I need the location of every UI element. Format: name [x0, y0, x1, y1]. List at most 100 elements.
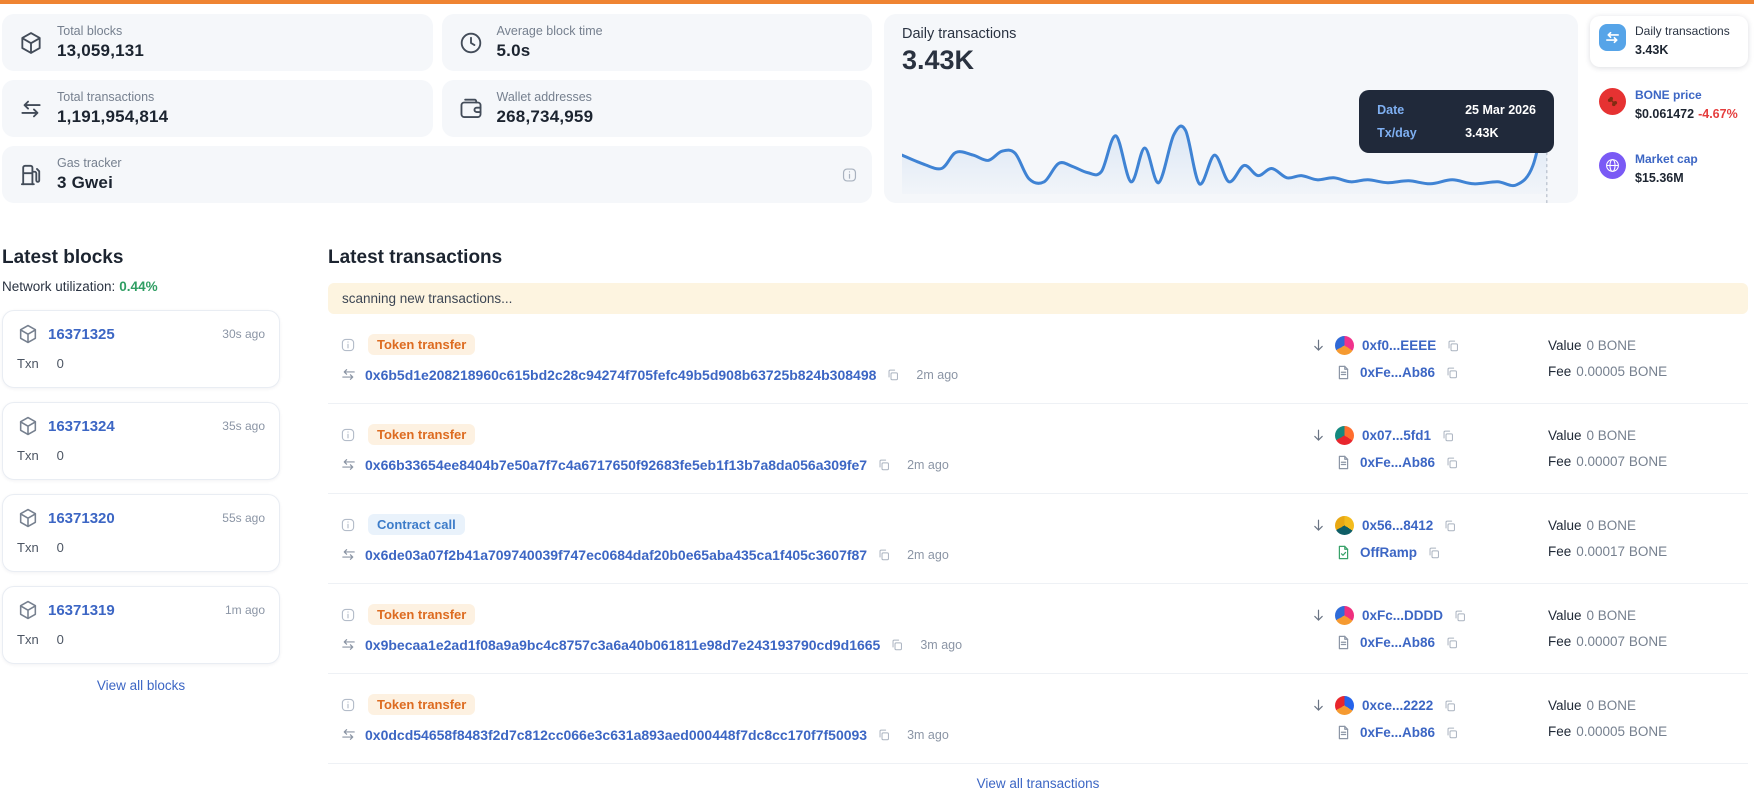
block-txn-count: 0 [56, 632, 64, 647]
token-item-bone-price[interactable]: BONE price $0.061472 -4.67% [1590, 80, 1748, 131]
block-card-top: 16371324 35s ago [17, 415, 265, 437]
transfers-badge-icon [1604, 29, 1621, 46]
tx-type-badge: Token transfer [368, 604, 476, 625]
copy-icon[interactable] [1427, 546, 1441, 560]
info-icon[interactable] [340, 607, 356, 623]
arrow-down-icon [1310, 337, 1327, 354]
tx-fee-line: Fee 0.00005 BONE [1548, 724, 1748, 739]
copy-icon[interactable] [1443, 699, 1457, 713]
chart-area-fill [902, 104, 1547, 194]
tx-value-label: Value [1548, 608, 1582, 623]
copy-icon[interactable] [1445, 726, 1459, 740]
block-txn-line: Txn 0 [17, 448, 265, 463]
tooltip-date-value: 25 Mar 2026 [1465, 103, 1536, 117]
copy-icon[interactable] [877, 458, 891, 472]
token-item-label[interactable]: BONE price [1635, 88, 1702, 102]
tx-value-line: Value 0 BONE [1548, 698, 1748, 713]
block-number-link[interactable]: 16371324 [48, 417, 115, 435]
info-icon[interactable] [340, 697, 356, 713]
transaction-row: Contract call 0x6de03a07f2b41a709740039f7… [328, 494, 1748, 584]
tx-to-address-link[interactable]: 0xFe...Ab86 [1360, 725, 1436, 740]
tx-from-address-link[interactable]: 0x07...5fd1 [1362, 428, 1432, 443]
stats-grid: Total blocks 13,059,131 Average block time… [2, 14, 872, 203]
tx-to-address-link[interactable]: 0xFe...Ab86 [1360, 365, 1436, 380]
copy-icon[interactable] [886, 368, 900, 382]
token-item-daily-transactions[interactable]: Daily transactions 3.43K [1590, 16, 1748, 67]
tx-hash-link[interactable]: 0x9becaa1e2ad1f08a9a9bc4c8757c3a6a40b061… [365, 636, 881, 653]
info-icon[interactable] [340, 517, 356, 533]
stat-text-total-transactions: Total transactions 1,191,954,814 [57, 90, 168, 127]
tx-from-line: 0xf0...EEEE [1310, 336, 1548, 355]
info-icon[interactable] [841, 166, 858, 183]
stat-text-total-blocks: Total blocks 13,059,131 [57, 24, 144, 61]
info-icon[interactable] [340, 337, 356, 353]
tx-value-label: Value [1548, 338, 1582, 353]
block-card-top: 16371325 30s ago [17, 323, 265, 345]
main-section: Latest blocks Network utilization: 0.44% … [2, 247, 1748, 791]
block-card-top: 16371319 1m ago [17, 599, 265, 621]
block-number-link[interactable]: 16371325 [48, 325, 115, 343]
tx-time: 2m ago [907, 457, 949, 472]
tx-from-line: 0xce...2222 [1310, 696, 1548, 715]
view-all-transactions-link[interactable]: View all transactions [976, 776, 1100, 791]
tx-type-badge: Token transfer [368, 424, 476, 445]
tx-to-address-link[interactable]: OffRamp [1360, 545, 1417, 560]
tx-value-amount: 0 BONE [1586, 338, 1637, 353]
copy-icon[interactable] [1445, 636, 1459, 650]
chart-tooltip: Date 25 Mar 2026 Tx/day 3.43K [1359, 90, 1554, 153]
block-txn-line: Txn 0 [17, 356, 265, 371]
copy-icon[interactable] [1441, 429, 1455, 443]
tx-hash-link[interactable]: 0x0dcd54658f8483f2d7c812cc066e3c631a893a… [365, 726, 868, 743]
tx-from-address-link[interactable]: 0xFc...DDDD [1362, 608, 1444, 623]
copy-icon[interactable] [1445, 456, 1459, 470]
clock-icon [458, 30, 484, 56]
address-avatar [1335, 426, 1354, 445]
bone-price-bubble [1599, 88, 1626, 115]
token-item-market-cap[interactable]: Market cap $15.36M [1590, 144, 1748, 195]
token-item-value: $15.36M [1635, 171, 1684, 185]
copy-icon[interactable] [890, 638, 904, 652]
tx-hash-line: 0x6b5d1e208218960c615bd2c28c94274f705fef… [340, 366, 1310, 383]
info-icon[interactable] [1023, 27, 1038, 42]
latest-transactions-panel: Latest transactions scanning new transac… [328, 247, 1748, 791]
copy-icon[interactable] [877, 548, 891, 562]
tx-hash-link[interactable]: 0x6de03a07f2b41a709740039f747ec0684daf20… [365, 546, 868, 563]
tx-fee-line: Fee 0.00005 BONE [1548, 364, 1748, 379]
tx-time: 3m ago [920, 637, 963, 652]
stat-card-total-blocks: Total blocks 13,059,131 [2, 14, 433, 71]
tx-hash-link[interactable]: 0x6b5d1e208218960c615bd2c28c94274f705fef… [365, 366, 877, 383]
tx-hash-line: 0x6de03a07f2b41a709740039f747ec0684daf20… [340, 546, 1310, 563]
view-all-blocks-link[interactable]: View all blocks [96, 678, 186, 693]
tx-to-address-link[interactable]: 0xFe...Ab86 [1360, 635, 1436, 650]
tx-from-address-link[interactable]: 0xce...2222 [1362, 698, 1434, 713]
stat-label: Gas tracker [57, 156, 122, 170]
tx-to-address-link[interactable]: 0xFe...Ab86 [1360, 455, 1436, 470]
chart-header: Daily transactions [902, 26, 1560, 42]
block-number-link[interactable]: 16371319 [48, 601, 115, 619]
document-icon [1335, 454, 1352, 471]
tx-hash-line: 0x66b33654ee8404b7e50a7f7c4a6717650f9268… [340, 456, 1310, 473]
copy-icon[interactable] [1446, 339, 1460, 353]
token-item-label[interactable]: Market cap [1635, 152, 1698, 166]
tx-hash-link[interactable]: 0x66b33654ee8404b7e50a7f7c4a6717650f9268… [365, 456, 868, 473]
tx-addresses: 0xf0...EEEE 0xFe...Ab86 [1310, 336, 1548, 381]
block-time: 30s ago [222, 327, 265, 341]
stat-text-wallet-addresses: Wallet addresses 268,734,959 [497, 90, 594, 127]
tx-from-address-link[interactable]: 0x56...8412 [1362, 518, 1434, 533]
chart-current-value: 3.43K [902, 45, 975, 75]
cube-icon [17, 599, 39, 621]
tx-from-address-link[interactable]: 0xf0...EEEE [1362, 338, 1437, 353]
copy-icon[interactable] [1453, 609, 1467, 623]
block-card: 16371319 1m ago Txn 0 [2, 586, 280, 664]
block-number-link[interactable]: 16371320 [48, 509, 115, 527]
info-icon[interactable] [340, 427, 356, 443]
transfers-icon [340, 636, 357, 653]
copy-icon[interactable] [1445, 366, 1459, 380]
arrow-down-icon [1310, 697, 1327, 714]
copy-icon[interactable] [877, 728, 891, 742]
copy-icon[interactable] [1443, 519, 1457, 533]
tx-main: Token transfer 0x0dcd54658f8483f2d7c812cc… [340, 694, 1310, 743]
tx-fee-label: Fee [1548, 544, 1572, 559]
network-utilization: Network utilization: 0.44% [2, 279, 280, 294]
chart-line [902, 102, 1549, 188]
